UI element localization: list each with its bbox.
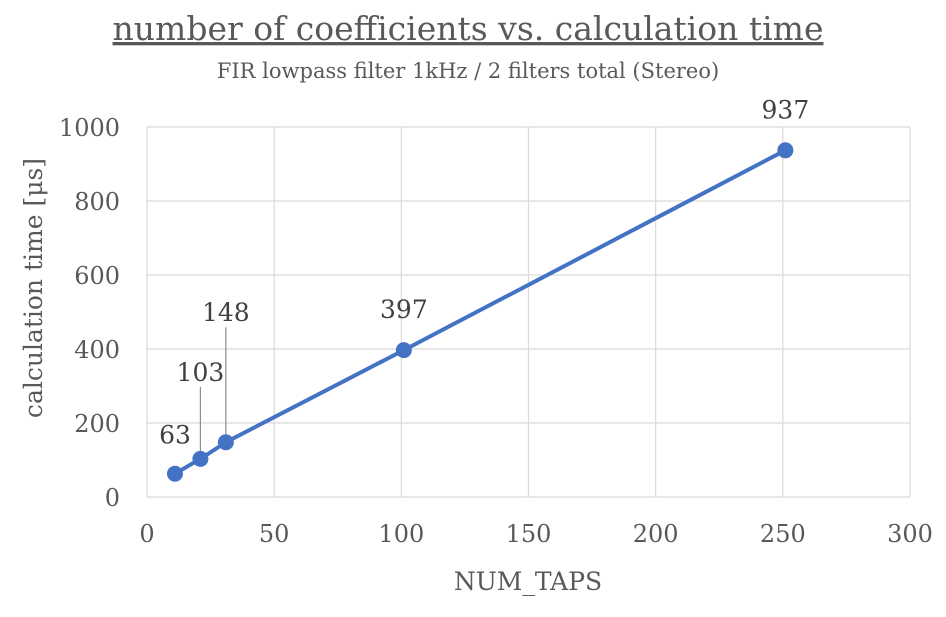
y-tick-label: 400 [74, 336, 120, 364]
y-axis-label: calculation time [μs] [19, 158, 48, 418]
x-tick-label: 250 [760, 520, 806, 548]
x-tick-label: 100 [378, 520, 424, 548]
y-tick-label: 200 [74, 410, 120, 438]
y-tick-label: 1000 [59, 114, 120, 142]
data-label: 397 [380, 295, 428, 324]
data-label: 63 [159, 421, 191, 450]
data-point [777, 142, 794, 159]
data-point [217, 434, 234, 451]
y-tick-label: 600 [74, 262, 120, 290]
data-series: 63 103 148 397 937 [159, 95, 810, 482]
series-line [173, 148, 787, 476]
data-point [395, 342, 412, 359]
chart-subtitle: FIR lowpass filter 1kHz / 2 filters tota… [217, 59, 719, 83]
x-tick-label: 50 [259, 520, 290, 548]
x-tick-label: 150 [506, 520, 552, 548]
data-label: 103 [177, 358, 225, 387]
data-point [166, 465, 183, 482]
data-label: 148 [202, 298, 250, 327]
data-label: 937 [762, 95, 810, 124]
data-point [192, 450, 209, 467]
x-tick-label: 300 [887, 520, 933, 548]
x-tick-label: 0 [139, 520, 154, 548]
chart-title: number of coefficients vs. calculation t… [113, 9, 824, 48]
y-tick-label: 800 [74, 188, 120, 216]
x-tick-label: 200 [633, 520, 679, 548]
tick-labels: 0 50 100 150 200 250 300 0 200 400 600 800 1000 [59, 114, 933, 548]
y-tick-label: 0 [105, 484, 120, 512]
x-axis-label: NUM_TAPS [454, 567, 602, 596]
axes [146, 127, 910, 498]
gridlines [147, 126, 911, 497]
